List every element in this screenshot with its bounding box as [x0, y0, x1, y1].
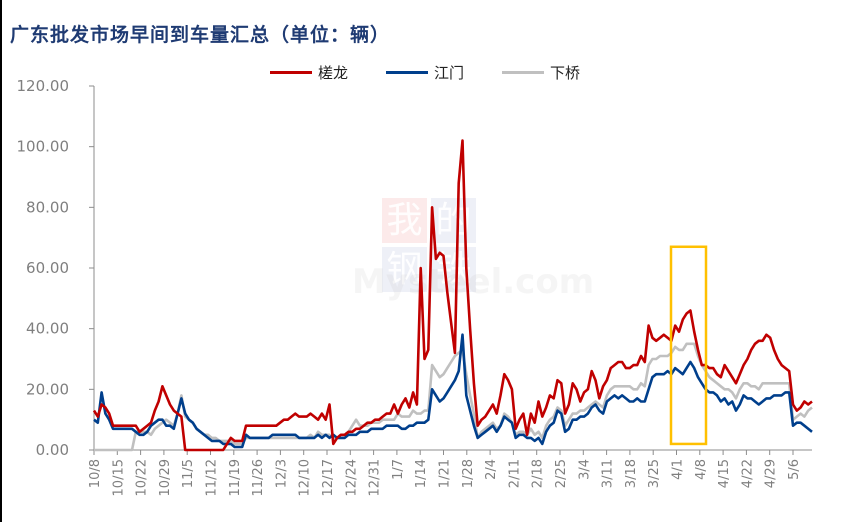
series-lines — [92, 139, 813, 452]
x-tick-label: 12/3 — [274, 459, 289, 488]
legend-label-chalong: 槎龙 — [318, 64, 349, 82]
x-tick-label: 1/7 — [391, 459, 406, 480]
x-tick-label: 2/11 — [507, 459, 522, 488]
x-tick-label: 4/15 — [717, 459, 732, 488]
legend: 槎龙 江门 下桥 — [270, 62, 580, 83]
series-line-chalong — [92, 139, 813, 452]
x-tick-label: 4/1 — [671, 459, 686, 480]
y-tick-label: 0.00 — [36, 441, 69, 459]
legend-item-xiaqiao: 下桥 — [502, 62, 580, 83]
chart-title: 广东批发市场早间到车量汇总（单位：辆） — [10, 24, 391, 46]
x-tick-label: 3/11 — [601, 459, 616, 488]
series-line-jiangmen — [93, 333, 813, 449]
x-tick-label: 1/21 — [438, 459, 453, 488]
x-tick-label: 4/29 — [764, 459, 779, 488]
x-tick-label: 3/4 — [577, 459, 592, 480]
y-tick-label: 20.00 — [26, 380, 69, 398]
x-tick-label: 12/24 — [344, 459, 359, 496]
x-tick-label: 2/25 — [554, 459, 569, 488]
x-tick-label: 2/18 — [531, 459, 546, 488]
y-tick-label: 120.00 — [17, 77, 70, 95]
y-tick-label: 80.00 — [26, 198, 69, 216]
series-line-xiaqiao — [94, 342, 813, 452]
x-tick-label: 1/28 — [461, 459, 476, 488]
x-tick-label: 11/12 — [205, 459, 220, 496]
x-tick-label: 10/8 — [88, 459, 103, 488]
x-tick-label: 10/15 — [111, 459, 126, 496]
legend-swatch-jiangmen — [386, 71, 429, 74]
highlight-rect — [669, 245, 708, 446]
x-tick-label: 4/22 — [740, 459, 755, 488]
x-tick-label: 3/25 — [647, 459, 662, 488]
legend-swatch-chalong — [270, 71, 312, 74]
y-tick-label: 60.00 — [26, 259, 69, 277]
x-tick-label: 11/19 — [228, 459, 243, 496]
x-tick-label: 11/5 — [181, 459, 196, 488]
y-tick-label: 100.00 — [17, 138, 70, 156]
legend-label-jiangmen: 江门 — [434, 64, 465, 82]
frame-border — [0, 0, 2, 522]
x-tick-label: 1/14 — [414, 459, 429, 488]
legend-swatch-xiaqiao — [502, 71, 545, 74]
y-tick-label: 40.00 — [26, 320, 69, 338]
x-tick-label: 5/6 — [787, 459, 802, 480]
x-tick-label: 10/22 — [135, 459, 150, 496]
highlight-box — [669, 245, 708, 446]
legend-label-xiaqiao: 下桥 — [550, 64, 581, 82]
x-tick-label: 2/4 — [484, 459, 499, 480]
x-tick-label: 10/29 — [158, 459, 173, 496]
x-tick-label: 12/17 — [321, 459, 336, 496]
x-tick-label: 4/8 — [694, 459, 709, 480]
x-tick-label: 12/10 — [298, 459, 313, 496]
axes: 0.00 20.00 40.00 60.00 80.00 100.00 120.00 10/8… — [17, 77, 812, 496]
x-tick-label: 3/18 — [624, 459, 639, 488]
x-tick-label: 11/26 — [251, 459, 266, 496]
legend-item-jiangmen: 江门 — [386, 62, 464, 83]
legend-item-chalong: 槎龙 — [270, 62, 348, 83]
x-tick-label: 12/31 — [368, 459, 383, 496]
